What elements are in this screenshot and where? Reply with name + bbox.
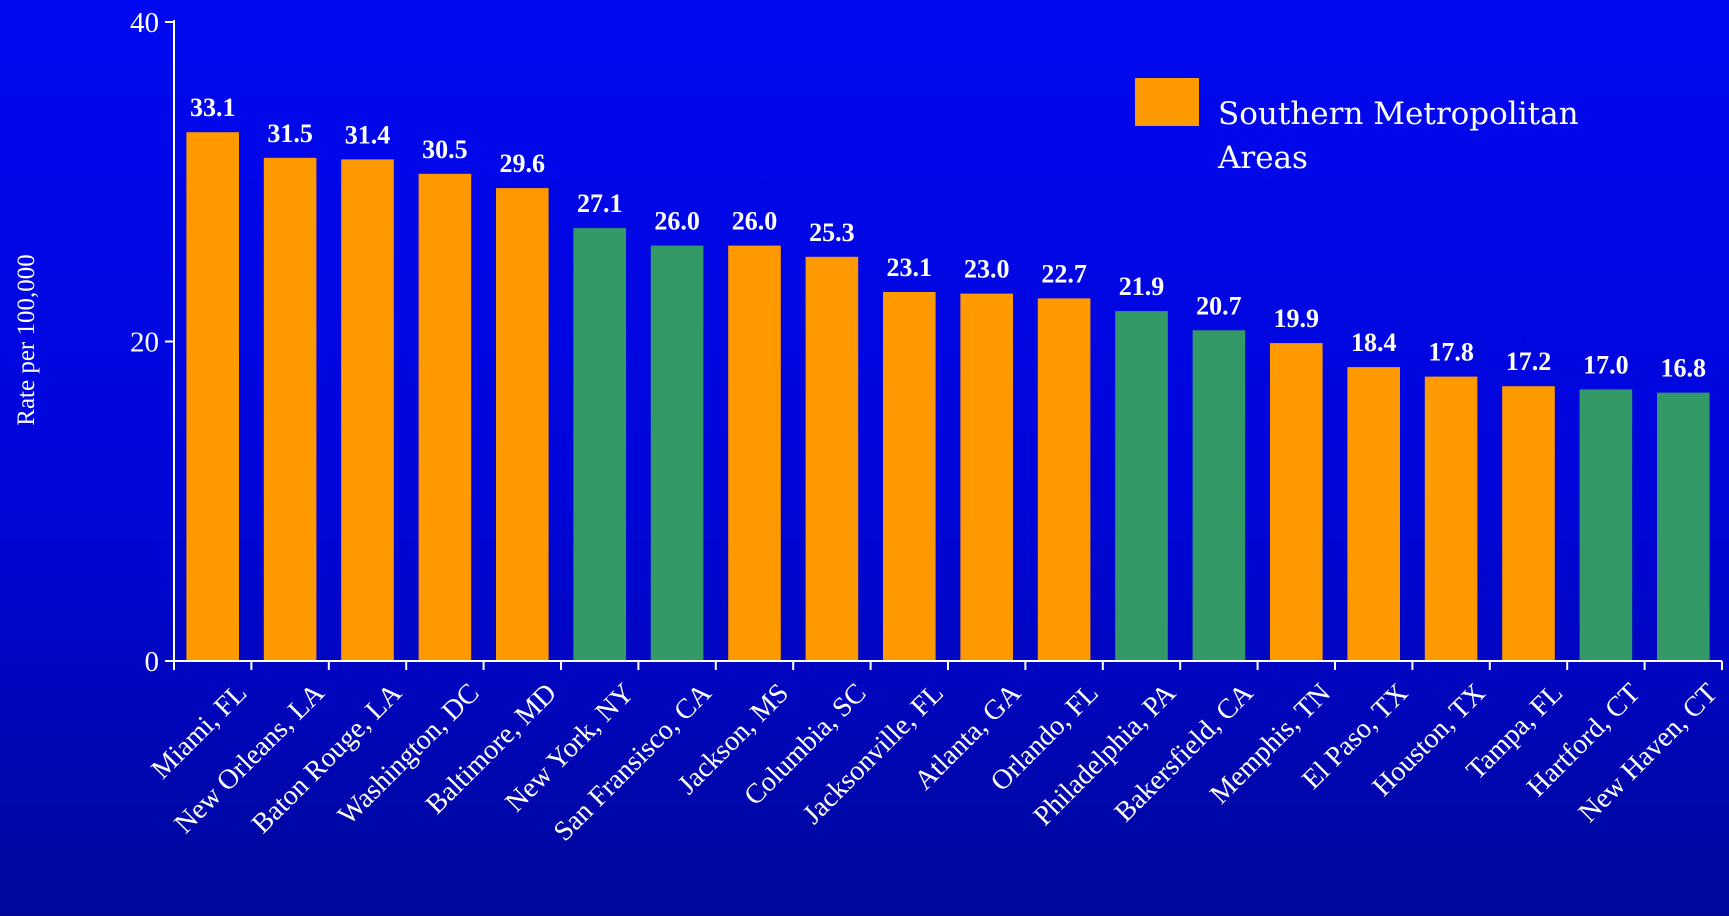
legend-label-southern: Southern Metropolitan Areas bbox=[1217, 96, 1588, 176]
value-label-new-orleans-la: 31.5 bbox=[267, 119, 313, 148]
value-labels-group: 33.1 31.5 31.4 30.5 29.6 27.1 26.0 26.0 25.3 23.1… bbox=[190, 93, 1706, 382]
bar-baltimore-md bbox=[496, 188, 549, 661]
value-label-hartford-ct: 17.0 bbox=[1583, 350, 1629, 379]
value-label-baton-rouge-la: 31.4 bbox=[345, 120, 391, 149]
value-label-miami-fl: 33.1 bbox=[190, 93, 236, 122]
bars-group bbox=[186, 132, 1710, 662]
legend-label-line-1: Southern Metropolitan bbox=[1218, 96, 1579, 132]
value-label-philadelphia-pa: 21.9 bbox=[1119, 272, 1165, 301]
bar-miami-fl bbox=[186, 132, 239, 661]
value-label-washington-dc: 30.5 bbox=[422, 135, 468, 164]
bar-new-haven-ct bbox=[1657, 392, 1710, 661]
legend: Southern Metropolitan Areas bbox=[1135, 78, 1588, 176]
bar-bakersfield-ca bbox=[1192, 330, 1246, 661]
legend-swatch-southern bbox=[1135, 78, 1199, 126]
value-label-el-paso-tx: 18.4 bbox=[1351, 328, 1397, 357]
bar-new-orleans-la bbox=[263, 157, 317, 662]
value-label-orlando-fl: 22.7 bbox=[1041, 259, 1087, 288]
bar-houston-tx bbox=[1424, 376, 1478, 661]
value-label-memphis-tn: 19.9 bbox=[1274, 304, 1320, 333]
bar-washington-dc bbox=[418, 173, 472, 662]
value-label-new-haven-ct: 16.8 bbox=[1661, 354, 1707, 383]
legend-label-line-2: Areas bbox=[1217, 140, 1308, 176]
value-label-houston-tx: 17.8 bbox=[1428, 338, 1474, 367]
bar-san-fransisco-ca bbox=[650, 245, 704, 661]
bar-jacksonville-fl bbox=[883, 292, 936, 661]
value-label-bakersfield-ca: 20.7 bbox=[1196, 291, 1242, 320]
category-label-washington-dc: Washington, DC bbox=[332, 678, 485, 831]
y-axis-title: Rate per 100,000 bbox=[13, 254, 40, 425]
value-label-columbia-sc: 25.3 bbox=[809, 218, 855, 247]
x-ticks-group bbox=[173, 661, 1723, 670]
category-label-new-haven-ct: New Haven, CT bbox=[1573, 678, 1724, 829]
value-label-san-fransisco-ca: 26.0 bbox=[654, 207, 700, 236]
value-label-new-york-ny: 27.1 bbox=[577, 189, 623, 218]
y-ticks-group: 0 20 40 bbox=[130, 7, 174, 678]
bar-baton-rouge-la bbox=[341, 159, 394, 661]
y-tick-label-40: 40 bbox=[130, 7, 159, 39]
y-tick-label-0: 0 bbox=[145, 646, 160, 678]
value-label-jacksonville-fl: 23.1 bbox=[887, 253, 933, 282]
bar-jackson-ms bbox=[728, 245, 781, 661]
bar-philadelphia-pa bbox=[1115, 311, 1168, 661]
value-label-tampa-fl: 17.2 bbox=[1506, 347, 1552, 376]
bar-tampa-fl bbox=[1502, 386, 1555, 661]
value-label-baltimore-md: 29.6 bbox=[500, 149, 546, 178]
bar-new-york-ny bbox=[573, 228, 626, 661]
bar-hartford-ct bbox=[1579, 389, 1633, 661]
bar-atlanta-ga bbox=[960, 293, 1013, 661]
y-tick-label-20: 20 bbox=[130, 327, 159, 359]
value-label-jackson-ms: 26.0 bbox=[732, 207, 778, 236]
bar-memphis-tn bbox=[1270, 343, 1323, 661]
bar-columbia-sc bbox=[805, 256, 859, 661]
bar-el-paso-tx bbox=[1347, 367, 1400, 661]
category-label-bakersfield-ca: Bakersfield, CA bbox=[1109, 677, 1260, 828]
category-label-jacksonville-fl: Jacksonville, FL bbox=[797, 678, 950, 831]
bar-orlando-fl bbox=[1037, 298, 1091, 661]
value-label-atlanta-ga: 23.0 bbox=[964, 255, 1010, 284]
